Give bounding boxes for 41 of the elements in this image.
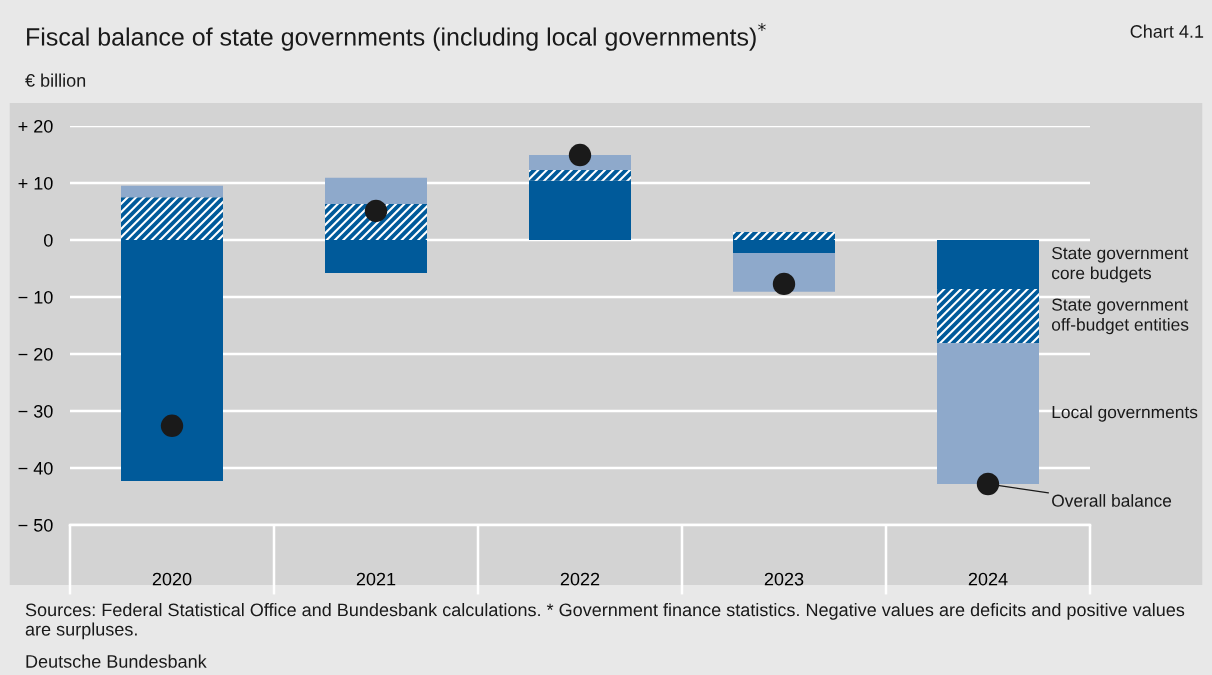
y-tick-label: + 20 — [18, 119, 53, 133]
y-tick-label: − 10 — [18, 290, 53, 304]
bar — [937, 240, 1039, 290]
point — [772, 272, 796, 296]
x-tick-label: 2023 — [764, 572, 804, 586]
source-note: Sources: Federal Statistical Office and Bundesbank calculations. * Government finance statistics. Negative values are deficits and positive values are surpluses. — [25, 603, 1185, 640]
y-tick-label: − 50 — [18, 518, 53, 532]
chart-title: Fiscal balance of state governments (including local governments)$^{*}$ — [27, 23, 766, 51]
legend-label: Overall balance — [1052, 494, 1172, 507]
bar — [937, 289, 1039, 344]
bar — [733, 232, 835, 240]
x-tick-label: 2022 — [560, 572, 600, 586]
bar — [121, 197, 223, 240]
caption: Chart 4.1 — [1130, 24, 1204, 38]
series-label: State government off-budget entities — [1051, 298, 1189, 335]
bar — [121, 240, 223, 482]
series-label: Local governments — [1052, 405, 1198, 422]
bar — [937, 343, 1039, 484]
bar — [121, 185, 223, 198]
point — [976, 472, 1000, 496]
y-tick-label: + 10 — [18, 176, 53, 190]
text: Deutsche Bundesbank — [26, 654, 207, 668]
y-tick-label: − 40 — [18, 461, 53, 475]
point — [568, 143, 592, 167]
bar — [325, 177, 427, 205]
x-tick-label: 2020 — [152, 572, 192, 586]
series-label: State government core budgets — [1051, 246, 1189, 283]
point — [160, 414, 184, 438]
x-tick-label: 2024 — [968, 572, 1008, 586]
y-tick-label: − 30 — [18, 404, 53, 418]
y-tick-label: 0 — [44, 233, 53, 247]
y-tick-label: − 20 — [18, 347, 53, 361]
bar — [733, 240, 835, 254]
bar — [529, 180, 631, 240]
y-axis-title: € billion — [25, 73, 86, 87]
bar — [733, 253, 835, 292]
point — [364, 199, 388, 223]
bar — [325, 204, 427, 240]
bar — [529, 169, 631, 181]
x-tick-label: 2021 — [356, 572, 396, 586]
bar — [325, 240, 427, 274]
